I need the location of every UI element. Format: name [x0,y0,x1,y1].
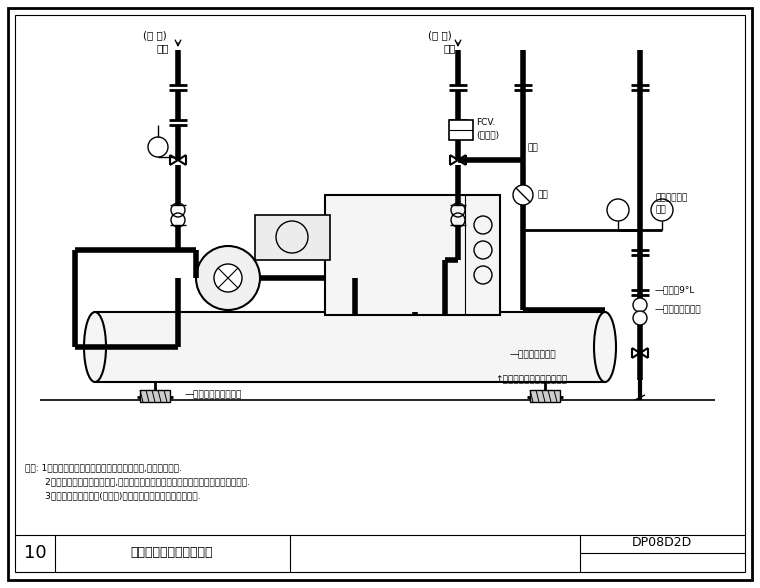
Text: 出水: 出水 [528,143,539,152]
Ellipse shape [594,312,616,382]
Circle shape [196,246,260,310]
Text: 冰水主機水管安裝示意圖: 冰水主機水管安裝示意圖 [131,546,214,560]
Bar [140,390,170,402]
Circle shape [633,311,647,325]
Bar [255,215,330,260]
Text: (冷卻水): (冷卻水) [476,131,499,139]
Bar [530,390,560,402]
Text: 2、任何型式和類之冰水主機,其主要水管均包含冰水進、出水管及冷卻水進、出水管.: 2、任何型式和類之冰水主機,其主要水管均包含冰水進、出水管及冷卻水進、出水管. [25,477,250,486]
Circle shape [633,298,647,312]
Text: (冰 水): (冰 水) [143,30,166,40]
Circle shape [651,199,673,221]
Text: 10: 10 [24,544,46,562]
Text: 出水: 出水 [443,43,455,53]
Text: 進水: 進水 [156,43,169,53]
Text: —閘門閥（考克）: —閘門閥（考克） [510,350,556,359]
Text: 蝶閥: 蝶閥 [537,191,548,199]
Text: 說明: 1、本冊冰水主機之外型為離心式冰水主機,其外型供參考.: 說明: 1、本冊冰水主機之外型為離心式冰水主機,其外型供參考. [25,463,182,473]
Text: —溫度計9°L: —溫度計9°L [655,286,695,295]
Text: FCV.: FCV. [476,118,496,126]
Text: ↑排水至排水溝或地板落水頭: ↑排水至排水溝或地板落水頭 [495,376,567,385]
Bar [325,195,500,315]
Text: (冰 水): (冰 水) [428,30,451,40]
Text: —磁壓錶附冰水機型號: —磁壓錶附冰水機型號 [185,390,242,399]
Circle shape [513,185,533,205]
Text: DP08D2D: DP08D2D [632,536,692,550]
Bar [95,312,605,382]
Text: 壓力錶附考克: 壓力錶附考克 [655,193,687,202]
Text: 進水: 進水 [655,205,666,215]
Bar [449,120,473,140]
Ellipse shape [84,312,106,382]
Circle shape [214,264,242,292]
Text: 3、在冰水及冷卻水管(共四處)均設置支撐架含橡皮墊避震裝置.: 3、在冰水及冷卻水管(共四處)均設置支撐架含橡皮墊避震裝置. [25,492,201,500]
Circle shape [607,199,629,221]
Text: —雙球式防震水管: —雙球式防震水管 [655,306,701,315]
